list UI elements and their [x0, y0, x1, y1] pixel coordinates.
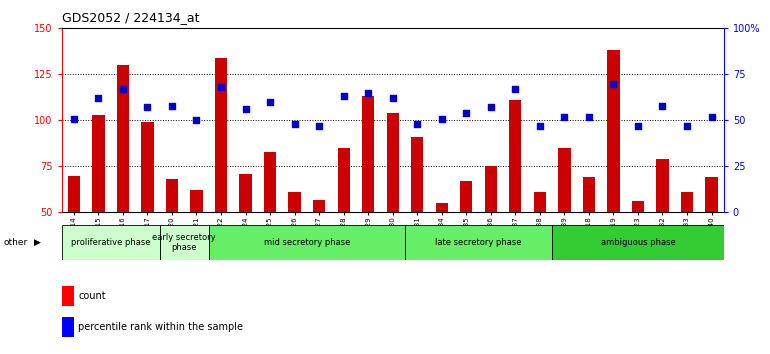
- Point: [239, 107, 252, 112]
- Bar: [142, 122, 153, 304]
- Bar: [681, 192, 693, 304]
- Point: [289, 121, 301, 127]
- Bar: [62, 318, 73, 337]
- Text: ambiguous phase: ambiguous phase: [601, 238, 675, 247]
- Bar: [313, 200, 325, 304]
- Point: [460, 110, 473, 116]
- Point: [558, 114, 571, 120]
- Text: early secretory
phase: early secretory phase: [152, 233, 216, 252]
- Point: [681, 123, 693, 129]
- Point: [509, 86, 521, 92]
- Point: [166, 103, 178, 108]
- Text: GDS2052 / 224134_at: GDS2052 / 224134_at: [62, 11, 199, 24]
- Point: [141, 105, 153, 110]
- Point: [534, 123, 546, 129]
- Bar: [62, 286, 73, 306]
- Point: [656, 103, 668, 108]
- Text: mid secretory phase: mid secretory phase: [263, 238, 350, 247]
- Point: [117, 86, 129, 92]
- Bar: [656, 159, 668, 304]
- Bar: [387, 113, 399, 304]
- Point: [705, 114, 718, 120]
- Bar: [289, 192, 301, 304]
- Bar: [534, 192, 546, 304]
- Bar: [509, 100, 521, 304]
- Point: [411, 121, 424, 127]
- Bar: [608, 50, 620, 304]
- Bar: [484, 166, 497, 304]
- Text: ▶: ▶: [34, 238, 41, 247]
- Text: proliferative phase: proliferative phase: [71, 238, 150, 247]
- FancyBboxPatch shape: [405, 225, 552, 260]
- Bar: [337, 148, 350, 304]
- Bar: [411, 137, 424, 304]
- Bar: [558, 148, 571, 304]
- Point: [215, 84, 227, 90]
- Point: [484, 105, 497, 110]
- Point: [264, 99, 276, 105]
- Bar: [117, 65, 129, 304]
- Point: [92, 96, 105, 101]
- Bar: [190, 190, 203, 304]
- Bar: [436, 203, 448, 304]
- Point: [313, 123, 325, 129]
- Text: late secretory phase: late secretory phase: [435, 238, 522, 247]
- Bar: [239, 174, 252, 304]
- Point: [387, 96, 399, 101]
- FancyBboxPatch shape: [209, 225, 405, 260]
- Bar: [460, 181, 473, 304]
- Point: [362, 90, 374, 96]
- Point: [436, 116, 448, 121]
- Bar: [362, 96, 374, 304]
- Bar: [92, 115, 105, 304]
- Point: [337, 93, 350, 99]
- Bar: [705, 177, 718, 304]
- Bar: [215, 58, 227, 304]
- Bar: [166, 179, 178, 304]
- Point: [583, 114, 595, 120]
- Point: [608, 81, 620, 86]
- Point: [68, 116, 80, 121]
- Bar: [264, 152, 276, 304]
- FancyBboxPatch shape: [62, 225, 159, 260]
- Text: count: count: [79, 291, 105, 301]
- FancyBboxPatch shape: [159, 225, 209, 260]
- Text: percentile rank within the sample: percentile rank within the sample: [79, 322, 243, 332]
- FancyBboxPatch shape: [552, 225, 724, 260]
- Point: [632, 123, 644, 129]
- Text: other: other: [4, 238, 28, 247]
- Bar: [68, 176, 80, 304]
- Bar: [632, 201, 644, 304]
- Bar: [583, 177, 595, 304]
- Point: [190, 118, 203, 123]
